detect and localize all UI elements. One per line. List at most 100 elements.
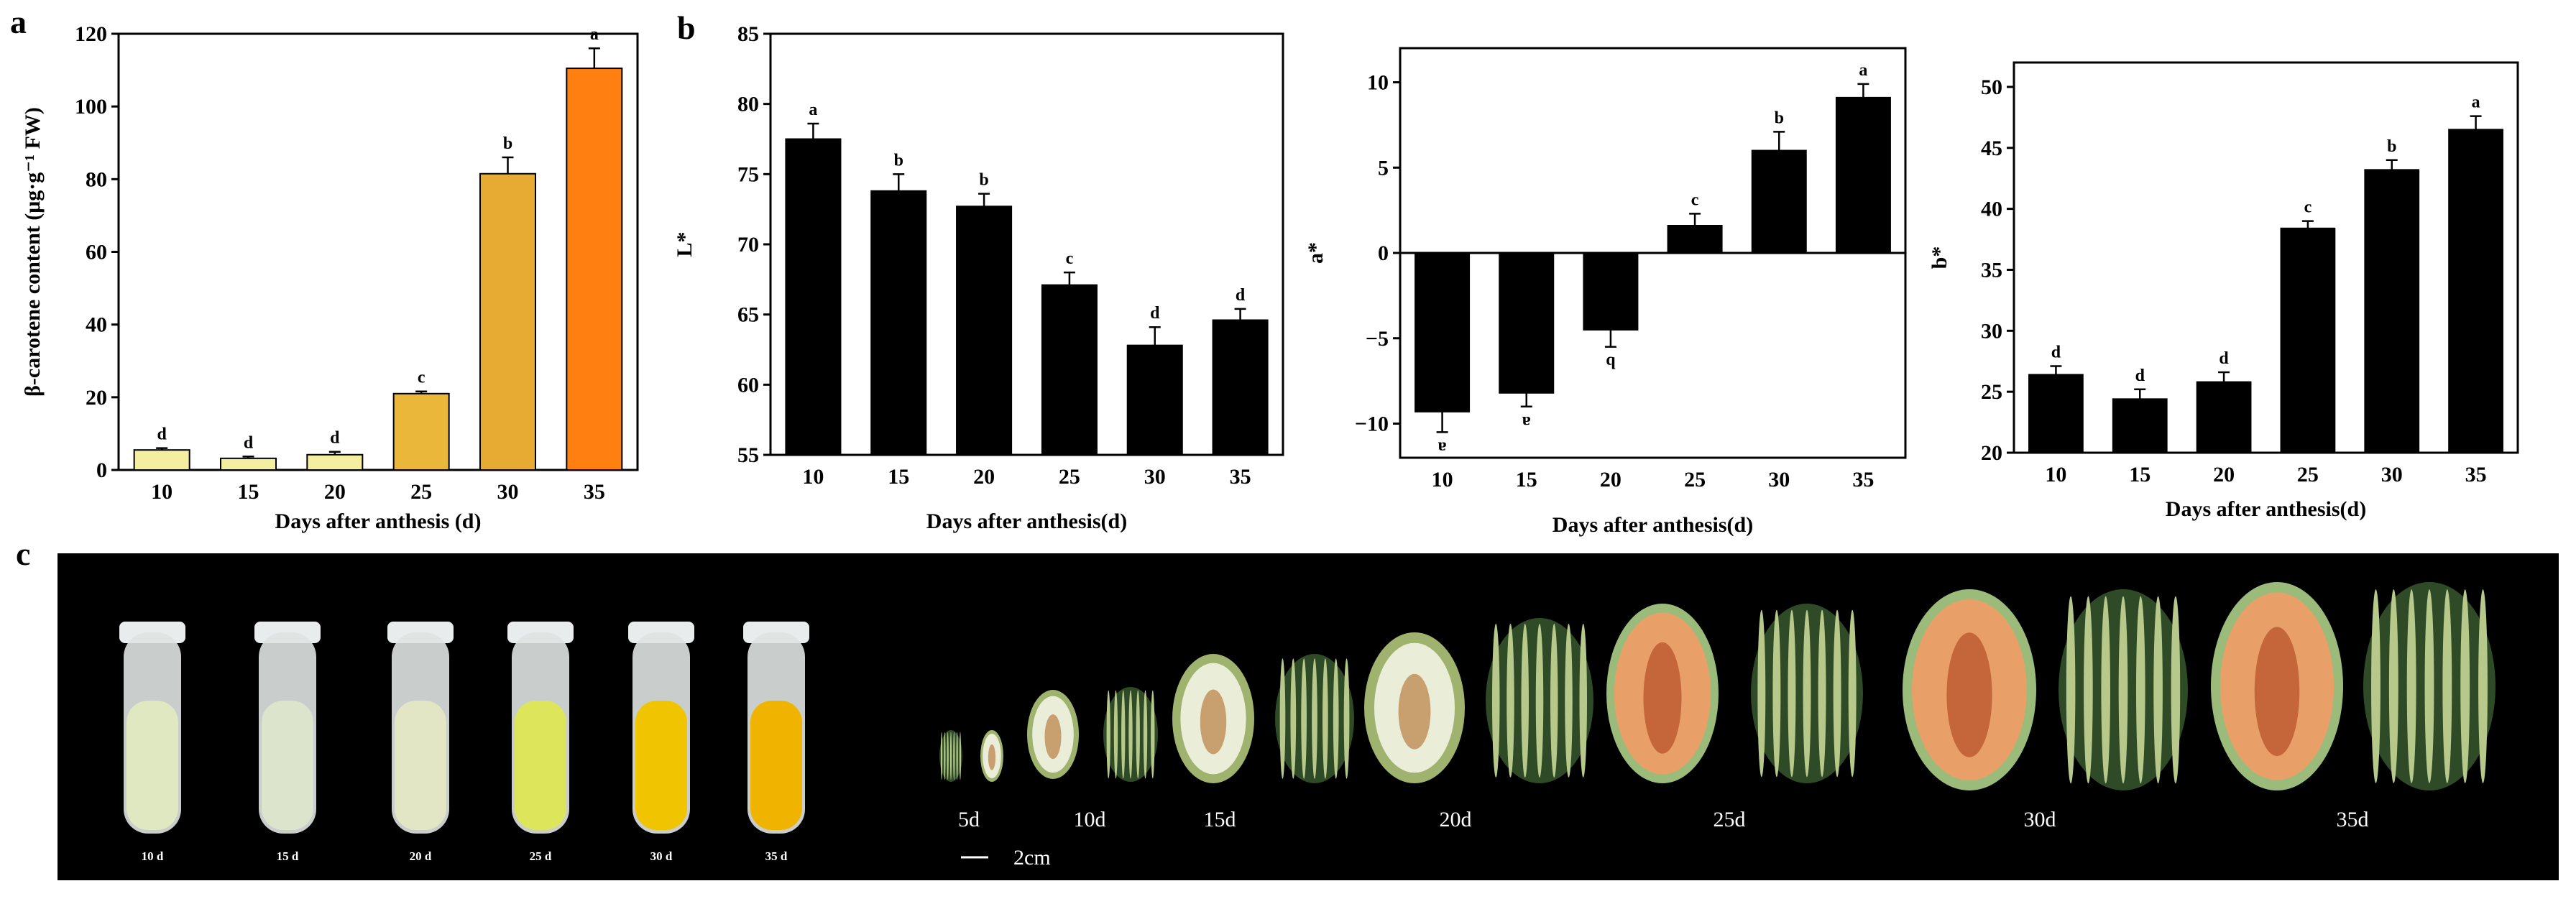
- significance-letter: a: [590, 25, 599, 44]
- significance-letter: a: [1522, 412, 1531, 431]
- photo-panel: 10 d 15 d 20 d 25 d 30 d 35 d 5d 10d 15d 20d 25d 3…: [58, 553, 2559, 880]
- fruit-stripe: [1521, 624, 1529, 778]
- y-tick-label: 5: [1378, 156, 1389, 180]
- y-tick-label: 20: [1981, 441, 2002, 465]
- fruit-stripe: [949, 732, 952, 780]
- significance-letter: a: [2472, 93, 2480, 112]
- plot-frame: [2012, 61, 2519, 454]
- significance-letter: d: [1236, 286, 1246, 305]
- bar: [2112, 398, 2168, 454]
- fruit-label: 10d: [1074, 808, 1106, 831]
- y-tick-label: 85: [737, 22, 759, 46]
- x-tick-label: 15: [888, 465, 909, 489]
- y-tick-label: 80: [737, 93, 759, 116]
- significance-letter: b: [979, 171, 988, 190]
- chart-b-star: 20 25 30 35 40 45 50 d 10 d 15 d 20 c 25 b 30 a 35 Days aft…: [1928, 61, 2519, 521]
- fruit-stripe: [1143, 690, 1148, 779]
- x-tick-label: 30: [1768, 468, 1790, 492]
- fruit-stripe: [1136, 690, 1140, 779]
- fruit-stripe: [2442, 589, 2452, 783]
- fruit-stripe: [1128, 690, 1133, 779]
- y-tick-label: 40: [86, 313, 107, 337]
- bar: [1212, 319, 1269, 456]
- y-tick-label: 60: [86, 241, 107, 264]
- plot-frame: [769, 32, 1284, 456]
- fruit-label: 5d: [958, 808, 980, 831]
- y-tick-label: 50: [1981, 75, 2002, 99]
- significance-letter: d: [1150, 304, 1160, 323]
- plot-frame: [117, 32, 639, 471]
- x-tick-label: 10: [151, 480, 172, 504]
- y-tick-label: 25: [1981, 380, 2002, 404]
- significance-letter: b: [894, 151, 903, 170]
- bar: [392, 392, 450, 471]
- bar: [1583, 252, 1639, 331]
- fruit-stripe: [959, 732, 962, 780]
- bar: [956, 206, 1013, 456]
- panel-label-b: b: [677, 9, 696, 46]
- tube-liquid: [126, 701, 178, 830]
- fruit-stripe: [1106, 690, 1110, 779]
- panel-label-c: c: [16, 535, 30, 572]
- x-tick-label: 20: [1600, 468, 1622, 492]
- significance-letter: a: [1438, 438, 1447, 456]
- significance-letter: a: [809, 101, 817, 119]
- fruit-seeds: [1200, 689, 1227, 755]
- fruit-stripe: [2406, 589, 2416, 783]
- bar: [133, 449, 190, 471]
- significance-letter: d: [2051, 343, 2061, 362]
- y-tick-label: 0: [96, 458, 107, 482]
- y-tick-label: −10: [1355, 412, 1389, 436]
- fruit-seeds: [1643, 642, 1682, 754]
- fruit-seeds: [1044, 714, 1062, 760]
- fruit-stripe: [953, 732, 955, 780]
- x-tick-label: 15: [1516, 468, 1537, 492]
- y-tick-label: 75: [737, 162, 759, 186]
- x-axis-title: Days after anthesis(d): [926, 509, 1127, 533]
- chart-beta-carotene: 0 20 40 60 80 100 120 d 10 d 15 d 20 c 25 b 30 a 35 Days af…: [21, 22, 639, 533]
- y-tick-label: 120: [75, 22, 107, 46]
- fruit-stripe: [2460, 589, 2470, 783]
- x-tick-label: 35: [1230, 465, 1251, 489]
- significance-letter: a: [1859, 61, 1867, 80]
- fruit-stripe: [1818, 609, 1826, 778]
- y-axis-title: β-carotene content (μg·g⁻¹ FW): [21, 107, 45, 397]
- fruit-stripe: [944, 732, 946, 780]
- significance-letter: d: [157, 425, 167, 444]
- chart-L-star: 55 60 65 70 75 80 85 a 10 b 15 b 20 c 25 d 30 d 35 Days aft…: [673, 22, 1284, 533]
- fruit-stripe: [1565, 624, 1573, 778]
- x-tick-label: 20: [324, 480, 346, 504]
- bar: [1835, 96, 1891, 254]
- fruit-stripe: [2118, 596, 2128, 784]
- panel-label-a: a: [10, 4, 27, 40]
- significance-letter: b: [503, 134, 512, 153]
- x-tick-label: 25: [410, 480, 432, 504]
- tube-liquid: [515, 701, 566, 830]
- x-tick-label: 25: [2297, 463, 2319, 486]
- fruit-label: 30d: [2024, 808, 2056, 831]
- fruit-stripe: [956, 732, 958, 780]
- tube-label: 15 d: [277, 849, 299, 863]
- fruit-stripe: [940, 732, 943, 780]
- x-tick-label: 10: [802, 465, 824, 489]
- bar: [1667, 225, 1723, 254]
- bar: [219, 457, 277, 471]
- bar: [2280, 227, 2336, 453]
- scale-label: 2cm: [1013, 846, 1051, 870]
- tube-liquid: [635, 701, 687, 830]
- fruit-seeds: [1946, 632, 1992, 757]
- fruit-seeds: [1398, 673, 1431, 750]
- fruit-stripe: [2153, 596, 2163, 784]
- y-tick-label: −5: [1366, 327, 1389, 351]
- bar: [785, 138, 842, 456]
- tube-liquid: [750, 701, 802, 830]
- fruit-stripe: [1343, 658, 1350, 779]
- x-tick-label: 15: [2129, 463, 2150, 486]
- x-tick-label: 10: [1432, 468, 1453, 492]
- significance-letter: d: [330, 429, 340, 448]
- fruit-label: 20d: [1440, 808, 1472, 831]
- bar: [2364, 169, 2420, 453]
- x-tick-label: 10: [2045, 463, 2066, 486]
- tube-label: 20 d: [410, 849, 432, 863]
